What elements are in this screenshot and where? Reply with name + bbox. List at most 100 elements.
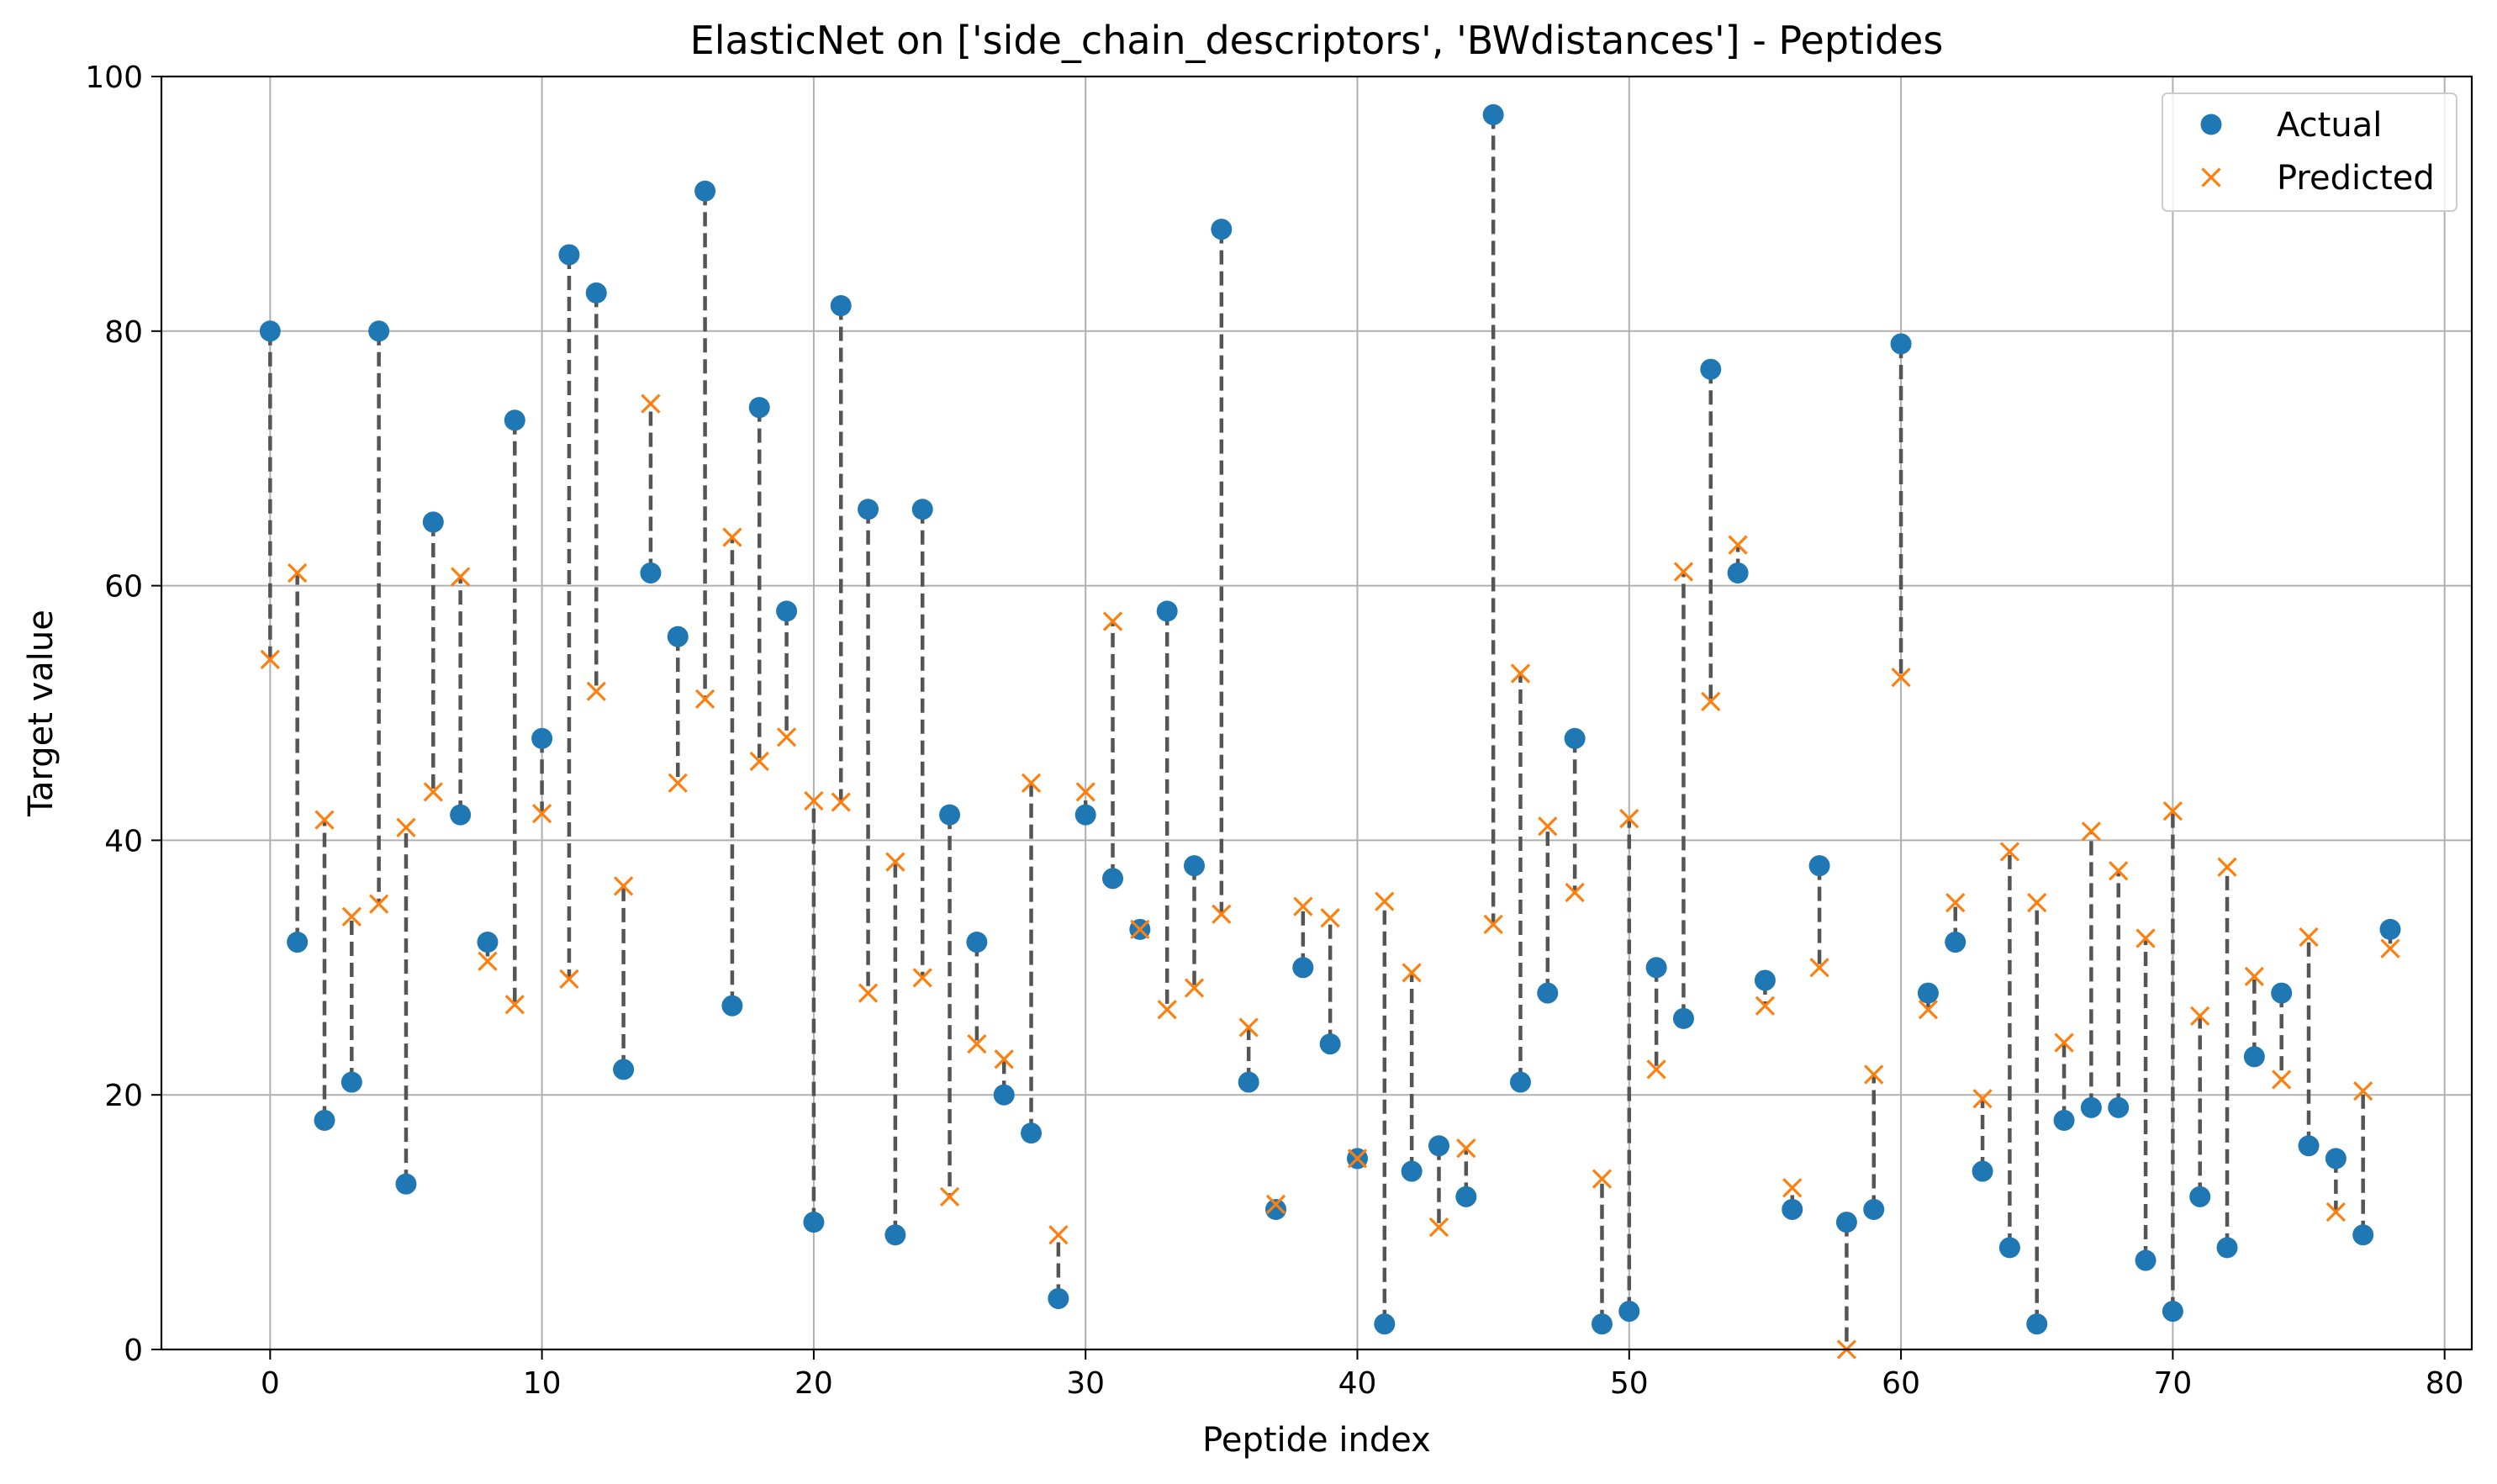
actual-point — [585, 282, 607, 304]
predicted-point — [1619, 809, 1639, 829]
predicted-point — [1510, 663, 1531, 684]
actual-point — [1537, 982, 1559, 1004]
predicted-point — [1265, 1194, 1286, 1215]
predicted-point — [2162, 800, 2183, 821]
x-axis-label: Peptide index — [1202, 1421, 1431, 1460]
actual-point — [422, 511, 444, 533]
predicted-point — [1782, 1178, 1803, 1198]
actual-point — [1645, 957, 1667, 979]
actual-point — [2135, 1249, 2156, 1271]
predicted-point — [1592, 1169, 1613, 1189]
predicted-point — [2109, 861, 2129, 881]
actual-point — [830, 295, 852, 317]
predicted-point — [2054, 1032, 2074, 1053]
predicted-point — [1483, 914, 1503, 934]
predicted-point — [1048, 1225, 1069, 1245]
predicted-point — [1565, 882, 1585, 903]
actual-point — [613, 1059, 635, 1080]
predicted-point — [450, 567, 471, 587]
predicted-point — [341, 906, 362, 927]
x-tick-label: 20 — [794, 1366, 833, 1401]
legend-actual-marker — [2200, 114, 2222, 135]
predicted-point — [559, 969, 579, 990]
predicted-point — [641, 393, 661, 414]
actual-point — [504, 409, 525, 431]
actual-point — [1564, 727, 1586, 749]
actual-point — [2026, 1313, 2048, 1335]
predicted-point — [1184, 978, 1205, 998]
actual-point — [259, 320, 281, 342]
predicted-point — [994, 1049, 1014, 1069]
predicted-point — [749, 751, 769, 772]
actual-point — [776, 600, 798, 622]
actual-point — [287, 932, 309, 953]
actual-point — [1672, 1007, 1694, 1029]
predicted-point — [1157, 1000, 1177, 1020]
predicted-point — [939, 1186, 960, 1207]
predicted-point — [1728, 535, 1748, 555]
actual-point — [1754, 969, 1776, 991]
actual-point — [640, 562, 662, 584]
predicted-point — [2272, 1069, 2292, 1090]
x-tick-label: 40 — [1338, 1366, 1377, 1401]
predicted-point — [613, 876, 634, 896]
actual-point — [531, 727, 553, 749]
predicted-point — [804, 790, 824, 811]
actual-point — [2379, 918, 2401, 940]
predicted-point — [2081, 821, 2102, 842]
actual-point — [2162, 1301, 2183, 1323]
predicted-point — [423, 782, 443, 802]
y-tick-label: 0 — [124, 1333, 143, 1368]
residual-connectors — [268, 114, 2393, 1349]
predicted-point — [2217, 857, 2237, 877]
predicted-point — [478, 951, 498, 971]
actual-point — [911, 499, 933, 520]
actual-point — [1700, 358, 1722, 380]
actual-point — [748, 397, 770, 419]
actual-point — [1102, 868, 1124, 890]
predicted-point — [1972, 1089, 1993, 1109]
predicted-point — [1347, 1149, 1368, 1169]
predicted-point — [1891, 667, 1911, 688]
actual-point — [2298, 1135, 2320, 1157]
predicted-point — [668, 773, 688, 793]
predicted-point — [1701, 691, 1721, 712]
predicted-point — [1673, 562, 1694, 582]
predicted-point — [260, 649, 280, 670]
predicted-point — [831, 792, 851, 812]
actual-point — [340, 1071, 362, 1093]
actual-point — [477, 932, 499, 953]
predicted-point — [2190, 1006, 2210, 1026]
predicted-point — [1646, 1059, 1666, 1080]
plot-area-frame — [160, 75, 2473, 1351]
y-tick-label: 60 — [104, 570, 143, 605]
actual-point — [2271, 982, 2293, 1004]
actual-point — [2243, 1046, 2265, 1068]
y-tick-label: 100 — [85, 61, 143, 95]
actual-point — [2216, 1237, 2238, 1259]
predicted-point — [396, 817, 416, 837]
predicted-point — [531, 803, 552, 824]
actual-point — [450, 804, 472, 826]
x-tick-label: 70 — [2153, 1366, 2192, 1401]
actual-point — [1156, 600, 1178, 622]
predicted-point — [1755, 995, 1776, 1016]
predicted-point — [1293, 896, 1313, 916]
actual-point — [1890, 333, 1912, 355]
predicted-point — [1130, 919, 1150, 940]
actual-point — [1455, 1186, 1477, 1207]
actual-point — [1428, 1135, 1449, 1157]
actual-point — [1863, 1198, 1885, 1220]
actual-point — [966, 932, 988, 953]
actual-point — [1618, 1301, 1640, 1323]
x-tick-label: 30 — [1066, 1366, 1105, 1401]
actual-point — [2189, 1186, 2211, 1207]
predicted-point — [586, 681, 606, 701]
legend-actual-label: Actual — [2277, 106, 2382, 145]
predicted-point — [504, 995, 525, 1015]
actual-point — [2352, 1224, 2374, 1246]
actual-point — [858, 499, 879, 520]
actual-point — [2108, 1096, 2130, 1118]
